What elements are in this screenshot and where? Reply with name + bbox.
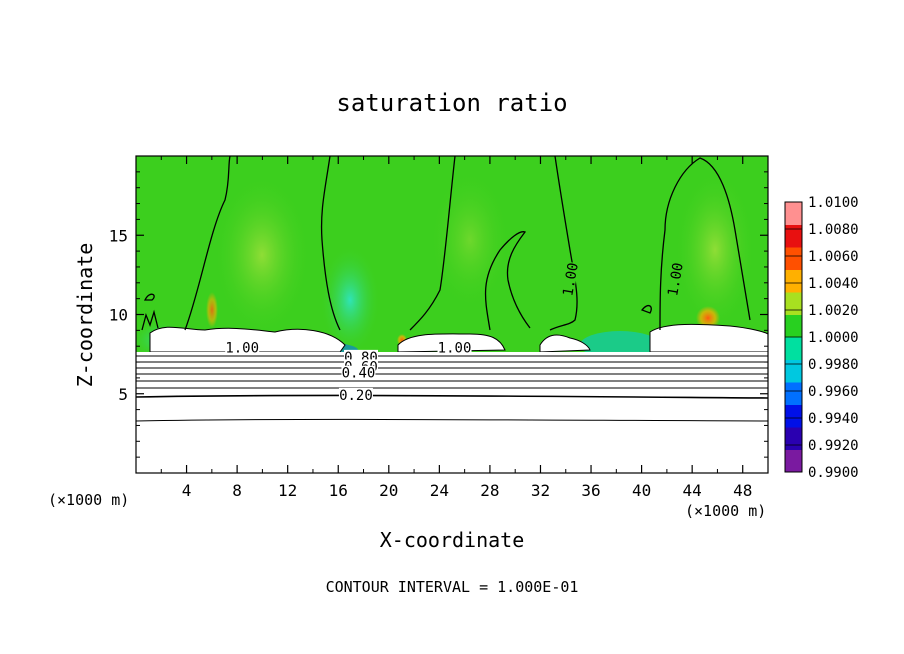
x-tick-label: 4: [182, 481, 192, 500]
y-axis: 5 10 15: [109, 171, 768, 458]
x-axis-label: X-coordinate: [380, 528, 525, 552]
y-tick-label: 10: [109, 306, 128, 325]
contour-label-bg: [338, 387, 373, 401]
x-unit-label: (×1000 m): [48, 491, 129, 509]
x-axis: 4 8 12 16 20 24 28 32 36 40 44 48: [160, 156, 752, 500]
colorbar-label: 0.9940: [808, 411, 859, 427]
x-tick-label: 20: [379, 481, 398, 500]
inversion-layer: [136, 352, 768, 473]
colorbar-swatch: [785, 382, 802, 405]
contour-label-bg: [225, 340, 260, 354]
colorbar-swatch: [785, 404, 802, 428]
y-tick-label: 5: [118, 385, 128, 404]
colorbar-label: 1.0060: [808, 249, 859, 265]
y-tick-label: 15: [109, 226, 128, 245]
supersaturated-spot: [206, 292, 218, 328]
colorbar-swatch: [785, 247, 802, 270]
plot-area: [136, 156, 768, 473]
x-tick-label: 40: [632, 481, 651, 500]
contour-label-bg: [437, 340, 472, 354]
chart-title: saturation ratio: [336, 89, 567, 117]
colorbar: 1.0100 1.0080 1.0060 1.0040 1.0020 1.0000 0.99…: [784, 195, 859, 481]
x-tick-label: 8: [232, 481, 242, 500]
plume-highlight: [214, 175, 310, 335]
x-tick-label: 12: [278, 481, 297, 500]
contour-label: 0.40: [342, 366, 376, 382]
contour-label-bg: [341, 365, 376, 379]
x-tick-label: 36: [581, 481, 600, 500]
colorbar-swatch: [785, 314, 802, 338]
supersaturated-spot: [696, 306, 720, 330]
contour-labels: 1.001.000.800.600.400.201.001.00: [225, 261, 687, 404]
colorbar-label: 1.0080: [808, 222, 859, 238]
y-axis-label: Z-coordinate: [73, 243, 97, 388]
contour-label: 1.00: [560, 261, 582, 297]
x-tick-label: 44: [683, 481, 702, 500]
colorbar-label: 1.0100: [808, 195, 859, 211]
colorbar-label: 0.9920: [808, 438, 859, 454]
contour-label: 1.00: [225, 340, 259, 356]
colorbar-label: 0.9960: [808, 384, 859, 400]
contour-label: 1.00: [438, 340, 472, 356]
colorbar-label: 1.0000: [808, 330, 859, 346]
contour-lines: [141, 156, 751, 331]
contour-label: 0.20: [339, 388, 373, 404]
colorbar-swatch: [785, 449, 802, 473]
contour-label-bg: [560, 261, 579, 298]
colorbar-label: 0.9980: [808, 357, 859, 373]
x-tick-label: 48: [733, 481, 752, 500]
contour-interval-note: CONTOUR INTERVAL = 1.000E-01: [326, 578, 579, 596]
colorbar-swatch: [785, 359, 802, 383]
contour-label-bg: [665, 261, 684, 298]
stratification-contours: [136, 355, 768, 422]
x-tick-label: 16: [329, 481, 348, 500]
colorbar-label: 0.9900: [808, 465, 859, 481]
x-tick-label: 28: [480, 481, 499, 500]
colorbar-swatch: [785, 427, 802, 450]
plume-highlight: [430, 170, 510, 310]
contour-label: 1.00: [665, 261, 687, 297]
colorbar-label: 1.0040: [808, 276, 859, 292]
colorbar-swatch: [785, 202, 802, 225]
colorbar-swatch: [785, 269, 802, 293]
plume-highlight: [675, 170, 755, 330]
colorbar-swatch: [785, 337, 802, 360]
subsaturated-pocket: [320, 245, 380, 355]
y-unit-label: (×1000 m): [685, 502, 766, 520]
colorbar-swatch: [785, 224, 802, 248]
colorbar-swatch: [785, 292, 802, 315]
colorbar-label: 1.0020: [808, 303, 859, 319]
x-tick-label: 32: [531, 481, 550, 500]
x-tick-label: 24: [430, 481, 449, 500]
